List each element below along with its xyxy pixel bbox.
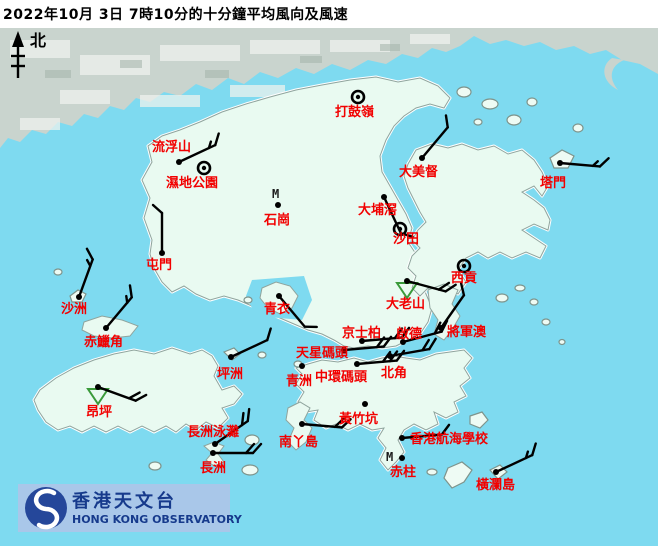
wind-barb-icon [439, 282, 466, 330]
station-label-waglan-island[interactable]: 橫瀾島 [476, 477, 515, 493]
wind-station-star-ferry-pier[interactable] [341, 335, 393, 353]
wind-station-waglan-island[interactable] [492, 442, 539, 475]
wind-barb-icon [96, 385, 148, 402]
station-label-wong-chuk-hang[interactable]: 黃竹坑 [338, 411, 378, 427]
wind-barb-icon [405, 279, 457, 293]
station-label-tates-cairn[interactable]: 大老山 [386, 296, 425, 312]
wind-barb-icon [420, 114, 449, 160]
station-dot [299, 363, 305, 369]
wind-station-tates-cairn[interactable] [395, 272, 457, 300]
wind-station-tuen-mun[interactable] [151, 203, 165, 256]
station-label-shek-kong[interactable]: 石崗 [263, 213, 290, 228]
wind-station-sai-kung[interactable] [456, 258, 472, 274]
calm-wind-icon [350, 89, 366, 105]
hko-logo-english: HONG KONG OBSERVATORY [72, 513, 243, 526]
maintenance-m-icon: M [386, 450, 393, 464]
station-label-kings-park[interactable]: 京士柏 [342, 325, 381, 341]
wind-station-wetland-park[interactable] [196, 160, 212, 176]
wind-station-lamma-island[interactable] [299, 415, 352, 429]
wind-station-tap-mun[interactable] [557, 154, 610, 168]
station-label-peng-chau[interactable]: 坪洲 [217, 367, 243, 382]
wind-barb-icon [213, 407, 251, 446]
calm-wind-icon [456, 258, 472, 274]
station-label-tsing-yi[interactable]: 青衣 [264, 301, 290, 317]
station-dot [362, 401, 368, 407]
stations-layer: MM [71, 89, 610, 475]
wind-station-tseung-kwan-o[interactable] [434, 282, 469, 331]
wind-station-tai-po-kau[interactable] [381, 193, 414, 240]
station-label-tuen-mun[interactable]: 屯門 [146, 257, 172, 273]
station-label-tai-mei-tuk[interactable]: 大美督 [399, 164, 438, 180]
north-arrow: 北 [11, 31, 46, 78]
wind-station-chek-lap-kok[interactable] [99, 284, 137, 331]
wind-station-sha-chau[interactable] [71, 247, 96, 300]
calm-wind-icon [392, 221, 408, 237]
wind-station-sha-tin[interactable] [392, 221, 408, 237]
wind-station-north-point[interactable] [387, 337, 437, 359]
wind-station-tai-mei-tuk[interactable] [415, 114, 453, 161]
wind-barb-icon [342, 335, 393, 352]
wind-station-peng-chau[interactable] [227, 327, 274, 360]
station-label-kai-tak[interactable]: 啟德 [396, 326, 422, 342]
wind-barb-icon [77, 247, 94, 299]
wind-station-cheung-chau-beach[interactable] [210, 407, 254, 447]
station-label-lamma-island[interactable]: 南丫島 [279, 434, 318, 450]
station-label-wetland-park[interactable]: 濕地公園 [166, 175, 218, 191]
station-label-north-point[interactable]: 北角 [381, 365, 407, 381]
hko-logo: 香港天文台 HONG KONG OBSERVATORY [18, 484, 243, 532]
wind-station-ta-kwu-ling[interactable] [350, 89, 366, 105]
wind-barb-icon [558, 157, 610, 168]
maintenance-m-icon: M [272, 187, 279, 201]
station-label-cheung-chau[interactable]: 長洲 [200, 461, 226, 476]
station-label-lau-fau-shan[interactable]: 流浮山 [152, 139, 191, 155]
wind-station-lau-fau-shan[interactable] [175, 132, 222, 165]
wind-barb-icon [177, 132, 220, 164]
page-title: 2022年10月 3日 7時10分的十分鐘平均風向及風速 [3, 7, 349, 23]
wind-station-wong-chuk-hang[interactable] [362, 401, 368, 407]
station-labels-layer: 流浮山濕地公園 打鼓嶺石崗 大美督大埔滘 塔門沙田西貢大老山 屯門沙洲赤鱲角 青衣京士柏啟… [61, 104, 566, 493]
wind-station-stanley[interactable]: M [386, 450, 405, 464]
station-label-ta-kwu-ling[interactable]: 打鼓嶺 [335, 104, 374, 120]
station-label-stanley[interactable]: 赤柱 [390, 464, 416, 480]
wind-station-green-island[interactable] [299, 363, 305, 369]
wind-barb-icon [494, 442, 537, 474]
station-label-sha-tin[interactable]: 沙田 [393, 232, 419, 247]
station-label-tseung-kwan-o[interactable]: 將軍澳 [447, 324, 487, 340]
station-label-hk-sea-school[interactable]: 香港航海學校 [409, 431, 489, 447]
station-label-ngong-ping[interactable]: 昂坪 [86, 404, 112, 420]
wind-station-ngong-ping[interactable] [86, 379, 148, 406]
station-dot [275, 202, 281, 208]
station-label-tai-po-kau[interactable]: 大埔滘 [358, 202, 397, 218]
hong-kong-landmasses [32, 75, 584, 489]
wind-barb-icon [229, 327, 272, 359]
station-label-green-island[interactable]: 青洲 [286, 373, 312, 389]
wind-station-tsing-yi[interactable] [276, 290, 318, 333]
wind-barb-icon [104, 284, 133, 330]
station-dot [399, 455, 405, 461]
station-label-sha-chau[interactable]: 沙洲 [61, 302, 87, 317]
wind-barb-icon [388, 337, 437, 358]
wind-barb-icon [277, 294, 318, 329]
station-label-central-pier[interactable]: 中環碼頭 [315, 369, 368, 385]
wind-barb-icon [400, 423, 451, 440]
station-label-star-ferry-pier[interactable]: 天星碼頭 [296, 346, 349, 361]
north-arrow-label: 北 [30, 31, 46, 50]
mainland-china [0, 28, 658, 148]
wind-barb-icon [300, 417, 352, 429]
calm-wind-icon [196, 160, 212, 176]
station-label-chek-lap-kok[interactable]: 赤鱲角 [84, 334, 123, 350]
wind-station-hk-sea-school[interactable] [399, 423, 451, 441]
station-label-sai-kung[interactable]: 西貢 [451, 271, 477, 286]
hko-logo-chinese: 香港天文台 [71, 490, 177, 512]
station-label-cheung-chau-beach[interactable]: 長洲泳灘 [187, 424, 239, 440]
wind-barb-icon [151, 203, 164, 255]
station-label-tap-mun[interactable]: 塔門 [540, 175, 566, 191]
wind-barb-icon [211, 442, 263, 455]
wind-station-shek-kong[interactable]: M [272, 187, 281, 208]
wind-station-cheung-chau[interactable] [210, 442, 263, 456]
